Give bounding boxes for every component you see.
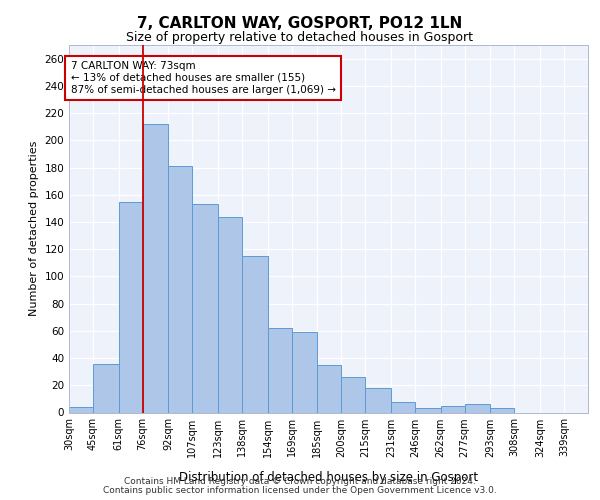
Bar [193,204,218,412]
Bar [268,328,292,412]
Bar [365,388,391,412]
Bar [391,402,415,412]
Text: Size of property relative to detached houses in Gosport: Size of property relative to detached ho… [127,31,473,44]
Bar [242,256,268,412]
Bar [292,332,317,412]
Bar [143,124,169,412]
Bar [119,202,143,412]
Bar [341,377,365,412]
Bar [440,406,464,412]
Text: Contains HM Land Registry data © Crown copyright and database right 2024.: Contains HM Land Registry data © Crown c… [124,478,476,486]
Text: Contains public sector information licensed under the Open Government Licence v3: Contains public sector information licen… [103,486,497,495]
Text: 7, CARLTON WAY, GOSPORT, PO12 1LN: 7, CARLTON WAY, GOSPORT, PO12 1LN [137,16,463,31]
Bar [93,364,119,412]
Bar [69,407,93,412]
Text: 7 CARLTON WAY: 73sqm
← 13% of detached houses are smaller (155)
87% of semi-deta: 7 CARLTON WAY: 73sqm ← 13% of detached h… [71,62,335,94]
Y-axis label: Number of detached properties: Number of detached properties [29,141,39,316]
Bar [464,404,490,412]
Bar [169,166,193,412]
Bar [490,408,514,412]
Bar [218,216,242,412]
X-axis label: Distribution of detached houses by size in Gosport: Distribution of detached houses by size … [179,471,478,484]
Bar [317,365,341,412]
Bar [415,408,440,412]
